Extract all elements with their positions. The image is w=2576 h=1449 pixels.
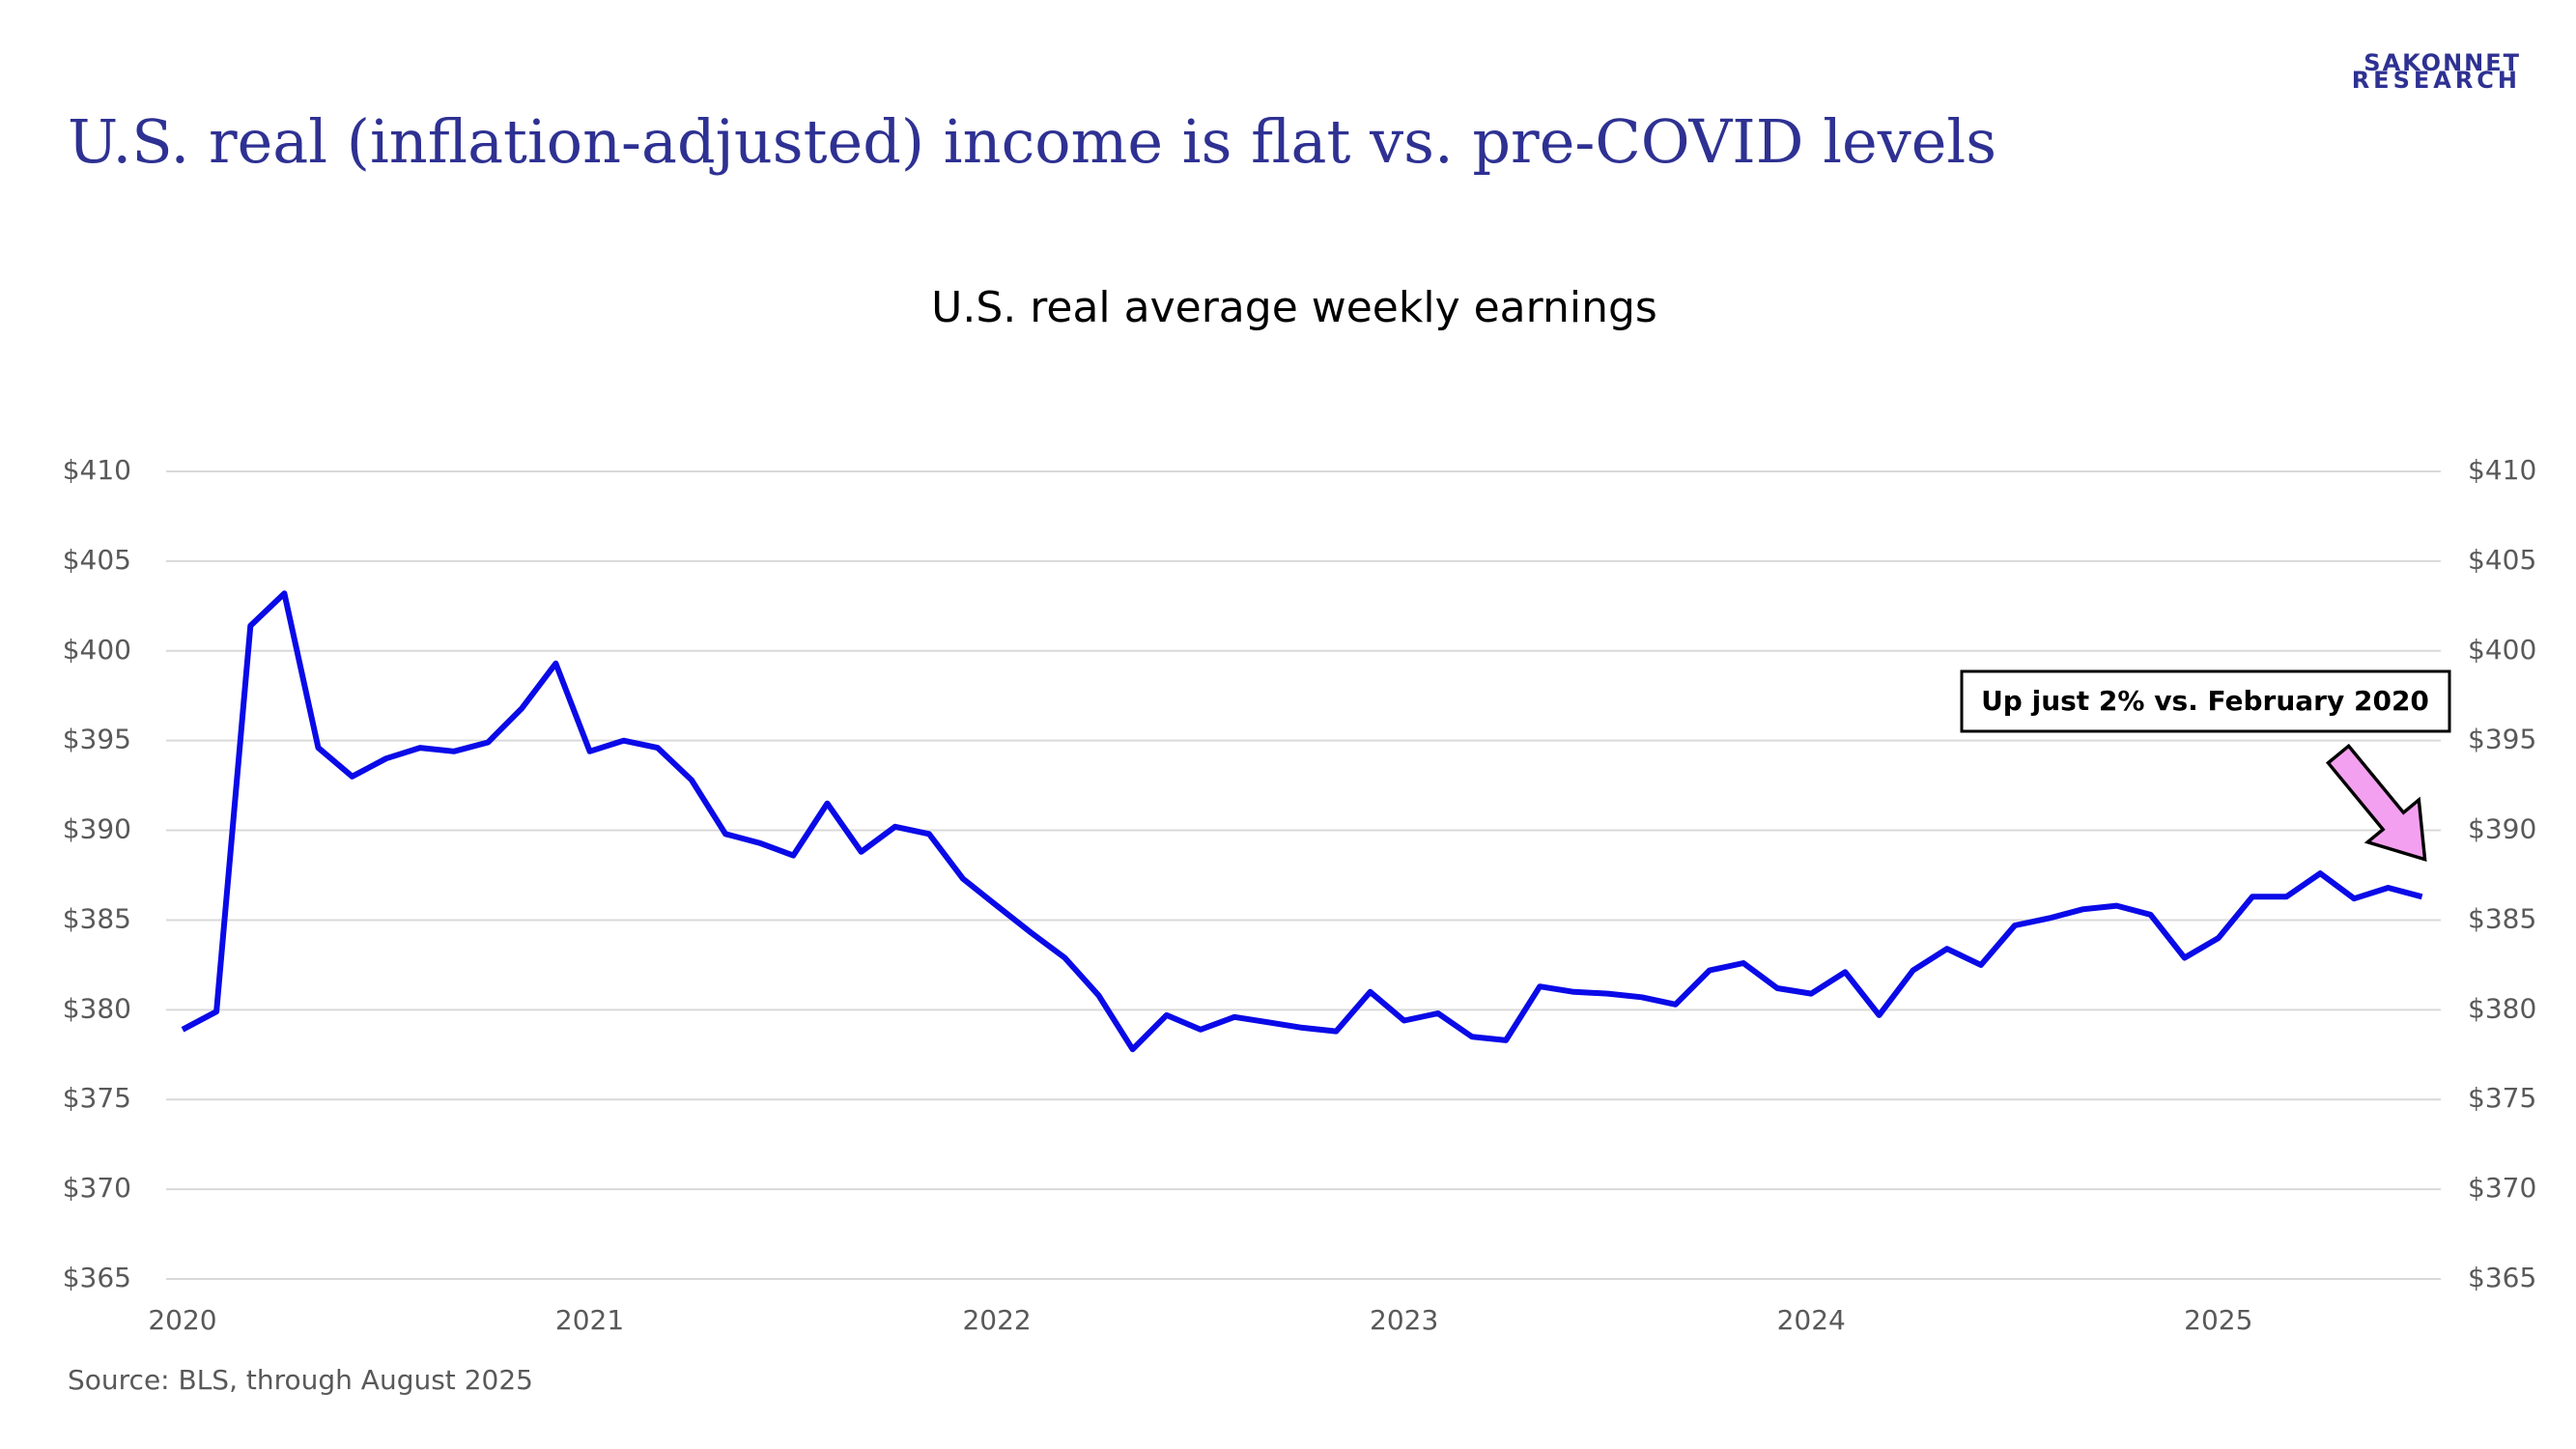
y2-tick-label: $365 [2468,1262,2536,1293]
y2-tick-label: $390 [2468,813,2536,845]
logo: SAKONNET [2364,49,2521,76]
page-title: U.S. real (inflation-adjusted) income is… [68,106,1996,177]
y-tick-label: $405 [63,544,131,576]
y2-tick-label: $400 [2468,634,2536,666]
y2-tick-label: $380 [2468,992,2536,1024]
y-tick-label: $385 [63,902,131,934]
y-tick-label: $370 [63,1172,131,1204]
line [181,590,2423,1053]
logo: RESEARCH [2352,67,2521,94]
x-tick-label: 2021 [555,1304,624,1336]
x-tick-label: 2025 [2184,1304,2252,1336]
annotation-box [1960,669,2451,733]
x-tick-label: 2024 [1777,1304,1846,1336]
y-tick-label: $380 [63,992,131,1024]
y-tick-label: $395 [63,724,131,755]
x-tick-label: 2022 [962,1304,1031,1336]
annotation-arrow [2325,743,2427,863]
y-tick-label: $410 [63,454,131,486]
y-tick-label: $375 [63,1082,131,1114]
y2-tick-label: $385 [2468,902,2536,934]
y-tick-label: $390 [63,813,131,845]
y-tick-label: $365 [63,1262,131,1293]
y-tick-label: $400 [63,634,131,666]
y2-tick-label: $410 [2468,454,2536,486]
y2-tick-label: $375 [2468,1082,2536,1114]
y2-tick-label: $395 [2468,724,2536,755]
y2-tick-label: $405 [2468,544,2536,576]
x-tick-label: 2020 [148,1304,216,1336]
x-tick-label: 2023 [1370,1304,1438,1336]
y2-tick-label: $370 [2468,1172,2536,1204]
annotation: Up just 2% vs. February 2020 [1981,685,2429,717]
chart-title: U.S. real average weekly earnings [931,283,1657,332]
source: Source: BLS, through August 2025 [68,1364,533,1396]
